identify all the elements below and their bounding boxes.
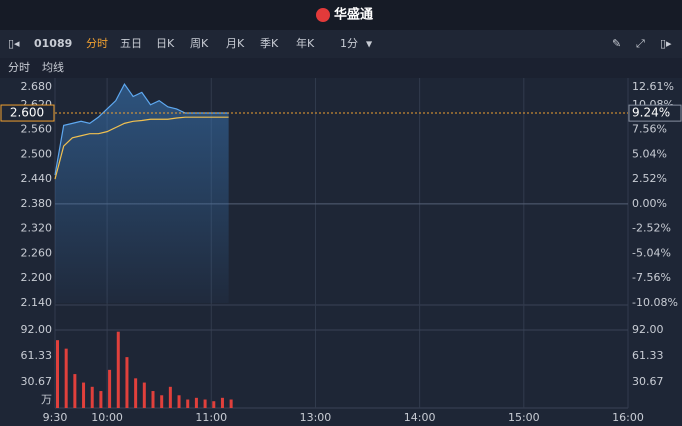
x-tick-label: 15:00 [508, 411, 540, 424]
y2-tick-label: 92.00 [632, 323, 664, 336]
x-tick-label: 10:00 [91, 411, 123, 424]
y2-tick-label: 2.52% [632, 172, 667, 185]
series-line [54, 116, 229, 180]
y-tick-label: 2.440 [21, 172, 53, 185]
volume-unit: 万 [41, 393, 52, 406]
volume-bar [177, 395, 181, 408]
y2-tick-label: 30.67 [632, 375, 664, 388]
last-change-box [628, 104, 682, 122]
volume-bar [73, 374, 77, 408]
volume-bar [142, 382, 146, 408]
volume-bar [90, 386, 94, 408]
x-tick-label: 16:00 [612, 411, 644, 424]
draw-icon[interactable]: ✎ [612, 37, 621, 50]
x-tick-label: 14:00 [404, 411, 436, 424]
period-tab[interactable]: 月K [226, 37, 245, 50]
volume-bar [203, 399, 207, 408]
volume-bar [116, 331, 120, 408]
volume-bar [108, 369, 112, 408]
fullscreen-icon[interactable]: ⤢ [636, 37, 645, 50]
volume-bar [125, 357, 129, 408]
volume-bar [82, 382, 86, 408]
y2-tick-label: 7.56% [632, 123, 667, 136]
volume-bar [160, 395, 164, 408]
x-tick-label: 11:00 [195, 411, 227, 424]
y2-tick-label: -7.56% [632, 271, 671, 284]
volume-bar [212, 401, 216, 408]
y2-tick-label: 5.04% [632, 147, 667, 160]
volume-bar [151, 391, 155, 408]
legend-row [0, 58, 682, 78]
dropdown-arrow[interactable]: ▼ [366, 40, 373, 49]
logo-icon [316, 8, 330, 22]
y-tick-label: 2.140 [21, 296, 53, 309]
volume-bar [64, 348, 68, 408]
legend-entry: 分时 [8, 61, 30, 74]
last-change-label: 9.24% [632, 106, 670, 120]
x-tick-label: 13:00 [300, 411, 332, 424]
y-tick-label: 2.320 [21, 222, 53, 235]
y-tick-label: 2.380 [21, 197, 53, 210]
period-tab[interactable]: 日K [156, 37, 175, 50]
period-tab[interactable]: 五日 [120, 37, 142, 50]
y2-tick-label: -5.04% [632, 246, 671, 259]
period-tab[interactable]: 年K [296, 36, 315, 50]
interval-select[interactable]: 1分 [340, 37, 358, 50]
stock-code: 01089 [34, 37, 72, 50]
y-tick-label: 2.260 [21, 246, 53, 259]
y-tick-label: 2.680 [21, 80, 53, 93]
x-tick-label: 9:30 [43, 411, 68, 424]
last-price-label: 2.600 [10, 106, 44, 120]
period-tab[interactable]: 分时 [86, 37, 108, 50]
y-tick-label: 2.200 [21, 271, 53, 284]
volume-bar [168, 386, 172, 408]
volume-bar [229, 399, 233, 408]
y2-tick-label: 61.33 [632, 349, 664, 362]
last-price-box [0, 104, 55, 122]
y2-tick-label: -2.52% [632, 222, 671, 235]
volume-bar [99, 391, 103, 408]
header-bar [0, 0, 682, 30]
y2-tick-label: -10.08% [632, 296, 678, 309]
y-tick-label: 61.33 [21, 349, 53, 362]
volume-bar [134, 378, 138, 408]
collapse-icon[interactable]: ▯◂ [8, 37, 20, 50]
y-tick-label: 92.00 [21, 323, 53, 336]
y-tick-label: 2.560 [21, 123, 53, 136]
volume-bar [194, 397, 198, 408]
period-tab[interactable]: 季K [260, 37, 279, 50]
volume-bar [56, 340, 59, 408]
price-area [55, 84, 229, 303]
period-tab[interactable]: 周K [190, 37, 209, 50]
volume-bar [186, 399, 190, 408]
y2-tick-label: 0.00% [632, 197, 667, 210]
y2-tick-label: 12.61% [632, 80, 674, 93]
volume-bar [220, 397, 224, 408]
toolbar [0, 30, 682, 58]
expand-icon[interactable]: ▯▸ [660, 37, 672, 50]
logo-text: 华盛通 [334, 7, 373, 23]
y-tick-label: 30.67 [21, 375, 53, 388]
y-tick-label: 2.500 [21, 147, 53, 160]
legend-entry: 均线 [42, 60, 64, 74]
